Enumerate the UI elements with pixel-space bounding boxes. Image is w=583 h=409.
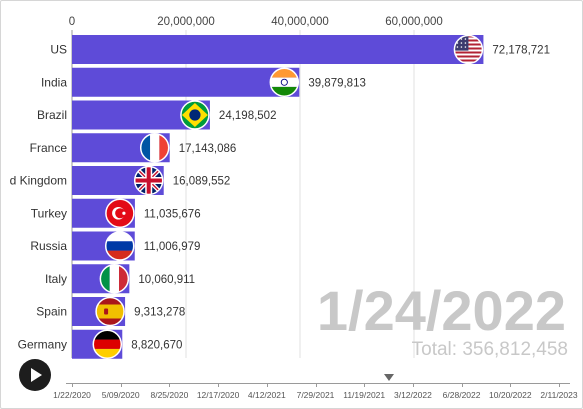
russia-flag-icon <box>104 231 135 261</box>
timeline-tick <box>315 383 317 387</box>
timeline-handle[interactable] <box>383 374 394 381</box>
value-label: 17,143,086 <box>179 143 237 155</box>
x-tick-label: 20,000,000 <box>157 16 215 28</box>
bar <box>72 35 484 64</box>
play-icon <box>31 368 42 382</box>
value-label: 10,060,911 <box>138 274 195 286</box>
category-label: d Kingdom <box>10 174 67 188</box>
x-tick-label: 40,000,000 <box>271 16 329 28</box>
timeline-slider[interactable]: 1/22/2020 5/09/2020 8/25/2020 12/17/2020 4/1… <box>53 372 578 406</box>
timeline-tick <box>72 383 73 387</box>
india-flag-icon <box>269 67 300 97</box>
category-label: Germany <box>18 337 67 351</box>
timeline-tick <box>461 383 463 387</box>
spain-flag-icon <box>95 296 125 327</box>
category-label: US <box>50 43 67 57</box>
timeline-label: 6/28/2022 <box>442 390 481 400</box>
bar <box>72 67 300 97</box>
timeline-label: 7/29/2021 <box>296 390 335 400</box>
category-label: Turkey <box>31 206 67 220</box>
value-label: 11,006,979 <box>144 241 201 253</box>
value-label: 16,089,552 <box>173 176 231 188</box>
timeline-label: 1/22/2020 <box>53 390 91 400</box>
timeline-tick <box>559 383 560 387</box>
value-label: 39,879,813 <box>308 77 366 89</box>
brazil-flag-icon <box>180 100 210 130</box>
timeline-tick <box>412 383 414 387</box>
value-label: 24,198,502 <box>219 110 277 122</box>
timeline-tick <box>169 383 171 387</box>
timeline-tick <box>266 383 268 387</box>
timeline-tick <box>364 383 366 387</box>
bar-chart-race: 0 20,000,000 40,000,000 60,000,000 US 72,178,… <box>10 16 550 359</box>
timeline-label: 2/11/2023 <box>540 390 578 400</box>
timeline-label: 12/17/2020 <box>196 390 240 400</box>
italy-flag-icon <box>99 264 130 294</box>
us-flag-icon <box>453 34 484 65</box>
timeline-label: 8/25/2020 <box>150 390 189 400</box>
timeline-label: 10/20/2022 <box>489 390 532 400</box>
timeline-label: 3/12/2022 <box>393 390 432 400</box>
timeline-label: 5/09/2020 <box>101 390 140 400</box>
germany-flag-icon <box>92 329 123 359</box>
timeline-tick <box>510 383 512 387</box>
total-overlay: Total: 356,812,458 <box>411 339 568 360</box>
play-button[interactable] <box>19 359 51 391</box>
date-overlay: 1/24/2022 <box>316 279 566 342</box>
value-label: 8,820,670 <box>131 339 182 351</box>
category-label: Russia <box>30 239 67 253</box>
united-kingdom-flag-icon <box>133 165 164 196</box>
category-label: India <box>41 75 67 89</box>
value-label: 9,313,278 <box>134 307 185 319</box>
timeline-label: 4/12/2021 <box>247 390 286 400</box>
timeline-tick <box>120 383 122 387</box>
value-label: 11,035,676 <box>144 208 201 220</box>
category-label: France <box>30 141 68 155</box>
timeline-label: 11/19/2021 <box>343 390 386 400</box>
value-label: 72,178,721 <box>492 45 550 57</box>
category-label: Italy <box>45 272 67 286</box>
x-tick-label: 60,000,000 <box>385 16 443 28</box>
timeline-axis <box>66 383 570 384</box>
timeline-tick <box>218 383 220 387</box>
category-label: Brazil <box>37 108 67 122</box>
x-tick-label: 0 <box>69 16 75 28</box>
france-flag-icon <box>139 133 170 163</box>
category-label: Spain <box>36 305 67 319</box>
turkey-flag-icon <box>105 198 135 228</box>
